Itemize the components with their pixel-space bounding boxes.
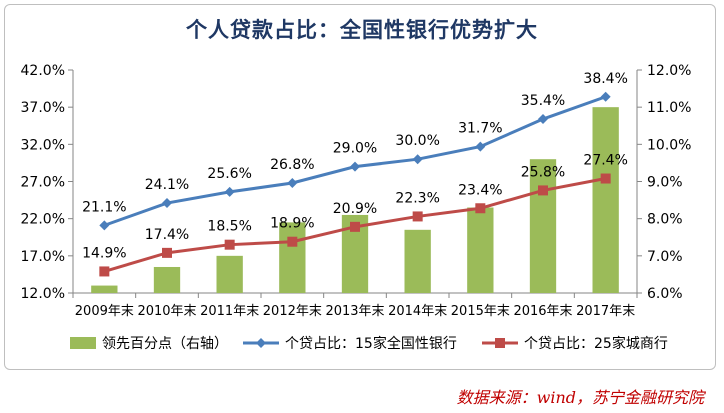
series-marker-square <box>287 236 298 247</box>
bar <box>153 266 181 293</box>
x-tick-label: 2011年末 <box>200 304 259 319</box>
legend-label: 个贷占比：15家全国性银行 <box>285 335 457 352</box>
data-label: 27.4% <box>583 153 627 169</box>
series-marker-diamond <box>350 161 360 172</box>
left-tick-label: 22.0% <box>21 212 65 228</box>
bar <box>404 229 431 293</box>
series-marker-diamond <box>412 154 423 165</box>
x-tick-label: 2010年末 <box>137 304 196 319</box>
left-tick-label: 17.0% <box>21 249 65 265</box>
data-label: 26.8% <box>270 157 314 173</box>
series-marker-square <box>538 185 548 196</box>
left-tick-label: 37.0% <box>21 100 65 116</box>
right-tick-label: 11.0% <box>647 100 691 116</box>
x-tick-label: 2017年末 <box>576 304 635 319</box>
data-label: 21.1% <box>82 199 126 215</box>
data-label: 25.6% <box>207 166 251 182</box>
left-tick-label: 12.0% <box>21 286 65 302</box>
series-marker-square <box>412 211 423 222</box>
data-label: 25.8% <box>521 164 565 180</box>
bar <box>279 222 306 293</box>
series-marker-square <box>99 266 110 277</box>
right-tick-label: 9.0% <box>647 175 683 191</box>
series-marker-diamond <box>162 198 172 209</box>
legend-label: 个贷占比：25家城商行 <box>524 335 668 352</box>
data-label: 38.4% <box>583 71 627 87</box>
series-marker-diamond <box>224 186 235 197</box>
x-tick-label: 2013年末 <box>325 304 384 319</box>
series-marker-square <box>162 247 172 258</box>
right-tick-label: 7.0% <box>647 249 683 265</box>
series-marker-diamond <box>475 141 486 152</box>
left-tick-label: 42.0% <box>21 63 65 79</box>
data-label: 35.4% <box>521 93 565 109</box>
x-tick-label: 2014年末 <box>388 304 447 319</box>
x-tick-label: 2012年末 <box>263 304 322 319</box>
legend-swatch-bar <box>70 337 96 349</box>
right-tick-label: 6.0% <box>647 286 683 302</box>
series-marker-diamond <box>287 177 298 188</box>
legend-marker-diamond <box>256 338 266 348</box>
series-marker-square <box>224 239 235 250</box>
data-label: 20.9% <box>333 201 377 217</box>
data-label: 30.0% <box>395 133 439 149</box>
left-tick-label: 27.0% <box>21 175 65 191</box>
chart-title: 个人贷款占比：全国性银行优势扩大 <box>186 17 538 42</box>
source-note: 数据来源：wind，苏宁金融研究院 <box>456 388 704 407</box>
data-label: 17.4% <box>145 227 189 243</box>
data-label: 14.9% <box>82 245 126 261</box>
right-tick-label: 10.0% <box>647 137 691 153</box>
bar <box>592 107 619 294</box>
data-label: 23.4% <box>458 182 502 198</box>
left-tick-label: 32.0% <box>21 137 65 153</box>
x-tick-label: 2016年末 <box>513 304 572 319</box>
x-tick-label: 2015年末 <box>451 304 510 319</box>
data-label: 24.1% <box>145 177 189 193</box>
right-tick-label: 12.0% <box>647 63 691 79</box>
data-label: 18.5% <box>207 219 251 235</box>
series-marker-square <box>475 203 486 214</box>
data-label: 22.3% <box>395 190 439 206</box>
data-label: 29.0% <box>333 141 377 157</box>
series-marker-diamond <box>99 220 110 231</box>
right-tick-label: 8.0% <box>647 212 683 228</box>
bar <box>529 159 557 293</box>
x-tick-label: 2009年末 <box>75 304 134 319</box>
bar <box>91 285 118 293</box>
series-marker-square <box>350 221 360 232</box>
legend-marker-square <box>495 338 505 348</box>
series-marker-diamond <box>538 114 548 125</box>
bar <box>216 255 243 293</box>
bar <box>467 207 494 293</box>
legend-label: 领先百分点（右轴） <box>102 336 228 352</box>
data-label: 31.7% <box>458 121 502 137</box>
series-marker-diamond <box>600 91 611 102</box>
series-marker-square <box>600 173 611 184</box>
data-label: 18.9% <box>270 216 314 232</box>
